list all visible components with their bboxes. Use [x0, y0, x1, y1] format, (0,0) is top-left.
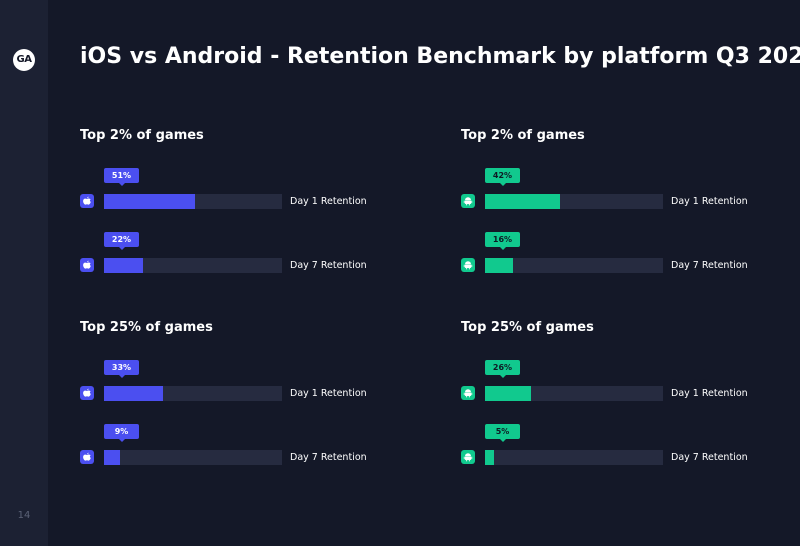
chart-title: Top 25% of games: [80, 320, 213, 335]
bar-row: 9% Day 7 Retention: [80, 424, 380, 476]
value-label: 5%: [485, 424, 520, 442]
bar: [104, 258, 143, 273]
bar-row: 5% Day 7 Retention: [461, 424, 761, 476]
android-icon: [461, 258, 475, 272]
value-label: 51%: [104, 168, 139, 186]
category-label: Day 1 Retention: [290, 388, 367, 399]
sidebar: GA 14: [0, 0, 48, 546]
value-label: 9%: [104, 424, 139, 442]
bar: [104, 194, 195, 209]
category-label: Day 1 Retention: [671, 388, 748, 399]
bar-track: [104, 386, 282, 401]
bar-track: [104, 258, 282, 273]
apple-icon: [80, 450, 94, 464]
category-label: Day 1 Retention: [290, 196, 367, 207]
bar-track: [104, 194, 282, 209]
value-label: 16%: [485, 232, 520, 250]
ga-logo-icon: GA: [13, 49, 35, 71]
category-label: Day 7 Retention: [671, 452, 748, 463]
bar-track: [485, 386, 663, 401]
apple-icon: [80, 194, 94, 208]
category-label: Day 7 Retention: [290, 452, 367, 463]
page-title: iOS vs Android - Retention Benchmark by …: [80, 44, 800, 69]
bar-row: 16% Day 7 Retention: [461, 232, 761, 284]
apple-icon: [80, 386, 94, 400]
android-icon: [461, 450, 475, 464]
bar-track: [104, 450, 282, 465]
chart-title: Top 2% of games: [461, 128, 585, 143]
bar: [104, 450, 120, 465]
bar-row: 42% Day 1 Retention: [461, 168, 761, 220]
bar-row: 26% Day 1 Retention: [461, 360, 761, 412]
apple-icon: [80, 258, 94, 272]
page-number: 14: [17, 510, 31, 521]
bar-row: 33% Day 1 Retention: [80, 360, 380, 412]
bar: [485, 194, 560, 209]
bar-row: 51% Day 1 Retention: [80, 168, 380, 220]
category-label: Day 7 Retention: [671, 260, 748, 271]
value-label: 33%: [104, 360, 139, 378]
chart-title: Top 25% of games: [461, 320, 594, 335]
retention-chart-android: Top 2% of games 42% Day 1 Retention 16% Day …: [461, 128, 761, 298]
android-icon: [461, 194, 475, 208]
retention-chart-ios: Top 25% of games 33% Day 1 Retention 9% Day …: [80, 320, 380, 490]
bar-track: [485, 194, 663, 209]
category-label: Day 7 Retention: [290, 260, 367, 271]
chart-title: Top 2% of games: [80, 128, 204, 143]
retention-chart-android: Top 25% of games 26% Day 1 Retention 5% Day …: [461, 320, 761, 490]
bar-row: 22% Day 7 Retention: [80, 232, 380, 284]
value-label: 22%: [104, 232, 139, 250]
value-label: 26%: [485, 360, 520, 378]
bar: [485, 450, 494, 465]
bar: [104, 386, 163, 401]
retention-chart-ios: Top 2% of games 51% Day 1 Retention 22% Day …: [80, 128, 380, 298]
bar: [485, 258, 513, 273]
bar: [485, 386, 531, 401]
bar-track: [485, 258, 663, 273]
android-icon: [461, 386, 475, 400]
bar-track: [485, 450, 663, 465]
value-label: 42%: [485, 168, 520, 186]
category-label: Day 1 Retention: [671, 196, 748, 207]
